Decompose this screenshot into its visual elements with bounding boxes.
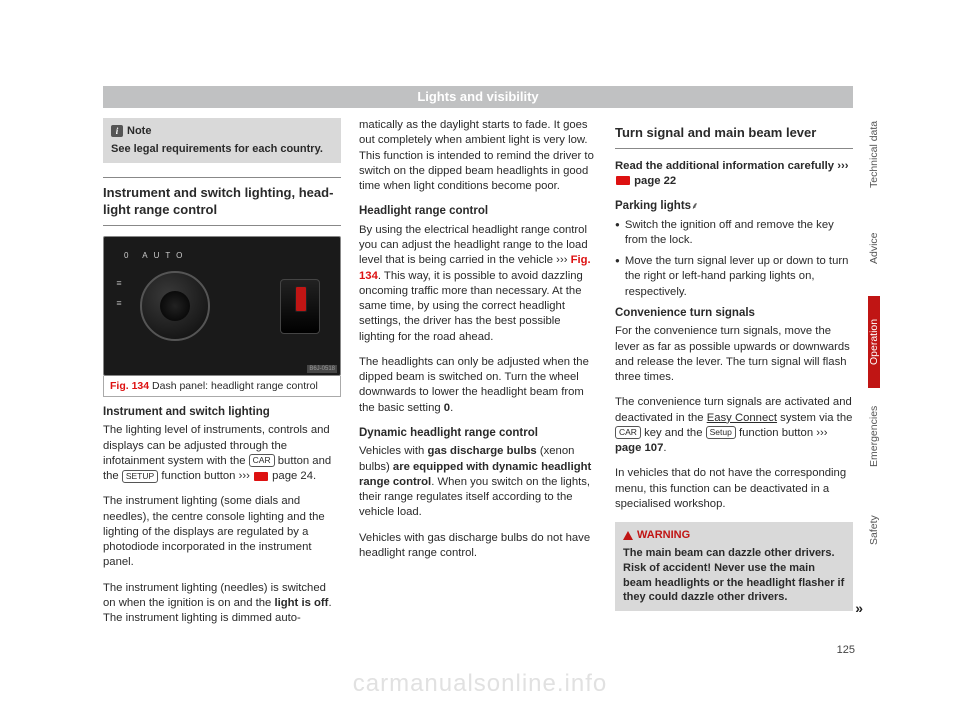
continue-indicator: » <box>855 600 863 616</box>
para-c3-1: Read the additional information carefull… <box>615 159 853 190</box>
para-c3-2: For the convenience turn signals, move t… <box>615 324 853 385</box>
warning-title: WARNING <box>623 528 845 543</box>
page-ref-icon <box>254 472 268 481</box>
para-c2-3: The headlights can only be adjusted when… <box>359 355 597 416</box>
column-3: Turn signal and main beam lever Read the… <box>615 118 853 648</box>
page-number: 125 <box>837 644 855 656</box>
figure-code: B6J-0518 <box>307 365 337 373</box>
setup-button-icon: SETUP <box>122 470 158 483</box>
car-button-icon: CAR <box>615 426 641 439</box>
subhead-convenience: Convenience turn signals <box>615 306 853 322</box>
info-icon: i <box>111 125 123 137</box>
section-title-instrument: Instrument and switch lighting, head-lig… <box>103 177 341 226</box>
subhead-headlight-range: Headlight range control <box>359 204 597 220</box>
note-title: i Note <box>111 124 333 139</box>
figure-number: Fig. 134 <box>110 380 149 392</box>
text-underline: Easy Connect <box>707 412 777 424</box>
tab-technical-data[interactable]: Technical data <box>868 108 880 200</box>
headlight-knob <box>140 271 210 341</box>
tab-emergencies[interactable]: Emergencies <box>868 390 880 482</box>
parking-icon: ⸙ <box>691 201 699 212</box>
column-2: matically as the daylight starts to fade… <box>359 118 597 648</box>
figure-caption-text: Dash panel: headlight range control <box>152 380 318 392</box>
tab-advice[interactable]: Advice <box>868 202 880 294</box>
para-c2-1: matically as the daylight starts to fade… <box>359 118 597 194</box>
para-c1-2: The instrument lighting (some dials and … <box>103 494 341 570</box>
para-c3-4: In vehicles that do not have the corresp… <box>615 466 853 512</box>
car-button-icon: CAR <box>249 454 275 467</box>
bullet-text: Switch the ignition off and remove the k… <box>625 218 853 249</box>
bullet-2: Move the turn signal lever up or down to… <box>615 254 853 300</box>
subhead-parking: Parking lights⸙ <box>615 199 853 215</box>
setup-button-icon: Setup <box>706 426 736 439</box>
warning-triangle-icon <box>623 531 633 540</box>
warning-title-text: WARNING <box>637 528 690 543</box>
para-c2-4: Vehicles with gas discharge bulbs (xenon… <box>359 444 597 520</box>
manual-page: Lights and visibility i Note See legal r… <box>0 0 960 708</box>
text: system via the <box>777 412 852 424</box>
text: page 24. <box>269 470 316 482</box>
page-ref-icon <box>616 176 630 185</box>
para-c2-5: Vehicles with gas discharge bulbs do not… <box>359 531 597 562</box>
text: function button ››› <box>736 427 828 439</box>
bullet-1: Switch the ignition off and remove the k… <box>615 218 853 249</box>
para-c2-2: By using the electrical headlight range … <box>359 223 597 345</box>
dial-labels: 0 AUTO <box>124 251 188 262</box>
watermark: carmanualsonline.info <box>0 670 960 698</box>
fog-light-icon: ≡≡ <box>110 273 128 313</box>
page-reference: page 107 <box>615 442 663 454</box>
content-columns: i Note See legal requirements for each c… <box>103 118 853 648</box>
subhead-dynamic: Dynamic headlight range control <box>359 426 597 442</box>
note-box: i Note See legal requirements for each c… <box>103 118 341 163</box>
text-bold: light is off <box>274 597 328 609</box>
text: Parking lights <box>615 200 691 212</box>
para-c1-3: The instrument lighting (needles) is swi… <box>103 581 341 627</box>
page-header: Lights and visibility <box>103 86 853 108</box>
range-slider <box>280 279 320 334</box>
text: page 22 <box>631 175 676 187</box>
bullet-text: Move the turn signal lever up or down to… <box>625 254 853 300</box>
column-1: i Note See legal requirements for each c… <box>103 118 341 648</box>
tab-operation[interactable]: Operation <box>868 296 880 388</box>
note-title-text: Note <box>127 124 151 139</box>
text: By using the electrical headlight range … <box>359 224 588 267</box>
text: key and the <box>641 427 706 439</box>
warning-box: WARNING The main beam can dazzle other d… <box>615 522 853 611</box>
subhead-instrument-lighting: Instrument and switch lighting <box>103 405 341 421</box>
text: . This way, it is possible to avoid dazz… <box>359 270 583 343</box>
text-bold: gas discharge bulbs <box>427 445 536 457</box>
text: Read the additional information carefull… <box>615 160 849 172</box>
text: The headlights can only be adjusted when… <box>359 356 589 414</box>
note-body: See legal requirements for each country. <box>111 142 333 157</box>
side-tabs: Technical data Advice Operation Emergenc… <box>868 108 896 578</box>
tab-safety[interactable]: Safety <box>868 484 880 576</box>
warning-body: The main beam can dazzle other drivers. … <box>623 546 845 605</box>
para-c1-1: The lighting level of instruments, contr… <box>103 423 341 484</box>
text: Vehicles with <box>359 445 427 457</box>
text-bold: 0 <box>444 402 450 414</box>
figure-134: 0 AUTO ≡≡ B6J-0518 Fig. 134 Dash panel: … <box>103 236 341 397</box>
text: function button ››› <box>158 470 253 482</box>
section-title-turn-signal: Turn signal and main beam lever <box>615 118 853 149</box>
figure-caption: Fig. 134 Dash panel: headlight range con… <box>103 376 341 397</box>
figure-image: 0 AUTO ≡≡ B6J-0518 <box>103 236 341 376</box>
para-c3-3: The convenience turn signals are activat… <box>615 395 853 456</box>
